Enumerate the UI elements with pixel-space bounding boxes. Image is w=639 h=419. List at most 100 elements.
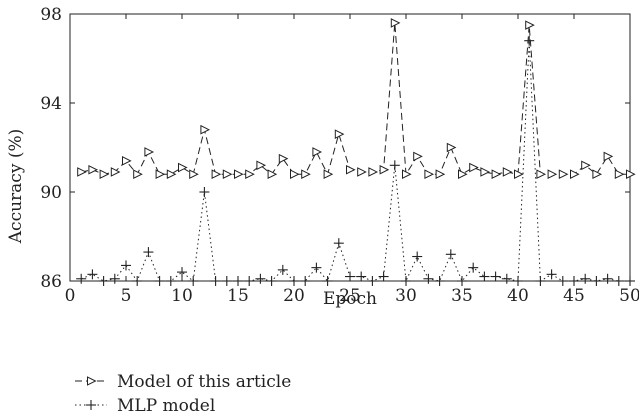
data-point	[132, 276, 143, 286]
data-point	[234, 169, 244, 180]
data-point	[267, 169, 278, 180]
data-point	[277, 264, 288, 275]
data-point	[367, 276, 378, 286]
x-tick-label: 35	[451, 286, 473, 306]
data-point	[390, 18, 401, 28]
data-point	[121, 260, 131, 271]
data-point	[558, 169, 569, 180]
data-point	[255, 273, 266, 284]
x-axis-title: Epoch	[323, 289, 377, 309]
data-point	[76, 273, 87, 284]
data-point	[210, 276, 221, 286]
data-point	[468, 262, 479, 273]
data-point	[98, 276, 109, 286]
data-point	[368, 167, 379, 177]
data-point	[535, 276, 546, 286]
data-point	[289, 276, 299, 286]
legend-entry: MLP model	[75, 396, 215, 416]
data-point	[490, 271, 501, 282]
x-tick-label: 20	[283, 286, 305, 306]
plot-area: 0 5 10 15 20 25 30 35 40 45 50 86 90 94 98	[40, 5, 639, 306]
data-point	[546, 269, 557, 280]
data-point	[457, 276, 467, 286]
data-point	[345, 271, 355, 282]
data-point	[357, 167, 367, 177]
data-point	[109, 273, 120, 284]
data-point	[514, 169, 524, 180]
data-point	[557, 276, 568, 286]
data-point	[323, 169, 334, 180]
data-point	[524, 35, 535, 46]
data-point	[155, 169, 166, 180]
data-point	[513, 276, 523, 286]
legend: Model of this article MLP model	[75, 372, 291, 416]
data-point	[133, 169, 143, 180]
data-point	[581, 160, 591, 171]
series-mlp-model	[76, 35, 635, 286]
data-point	[491, 169, 502, 180]
data-point	[434, 276, 445, 286]
data-point	[378, 271, 389, 282]
data-point	[592, 169, 603, 180]
data-point	[311, 262, 322, 273]
data-point	[266, 276, 277, 286]
data-point	[77, 167, 87, 177]
data-point	[614, 169, 625, 180]
data-point	[401, 276, 411, 286]
data-point	[423, 273, 434, 284]
data-point	[122, 156, 132, 166]
data-point	[200, 124, 211, 135]
data-point	[625, 276, 635, 286]
data-point	[525, 20, 535, 30]
data-point	[222, 169, 233, 180]
x-tick-label: 30	[395, 286, 417, 306]
data-point	[188, 276, 199, 286]
data-point	[445, 249, 456, 260]
x-tick-label: 40	[507, 286, 529, 306]
data-point	[199, 187, 210, 197]
x-tick-label: 0	[65, 286, 76, 306]
data-point	[278, 153, 289, 164]
x-tick-label: 5	[121, 286, 132, 306]
series-line	[81, 40, 630, 283]
data-point	[424, 169, 435, 180]
legend-entry: Model of this article	[75, 372, 291, 392]
data-point	[245, 169, 255, 180]
data-point	[356, 271, 367, 282]
series-model-of-this-article	[77, 18, 636, 180]
data-point	[99, 169, 110, 180]
data-point	[389, 160, 400, 171]
data-point	[435, 169, 446, 180]
data-point	[626, 169, 636, 180]
legend-label: Model of this article	[117, 372, 291, 392]
data-point	[154, 276, 165, 286]
data-point	[613, 276, 624, 286]
data-point	[233, 276, 243, 286]
data-point	[591, 276, 602, 286]
data-point	[458, 169, 468, 180]
data-point	[602, 273, 613, 284]
y-tick-label: 98	[40, 5, 62, 25]
x-tick-label: 50	[619, 286, 639, 306]
data-point	[244, 276, 255, 286]
data-point	[479, 271, 490, 282]
data-point	[165, 276, 176, 286]
data-point	[88, 164, 99, 175]
data-point	[547, 169, 558, 180]
data-point	[603, 151, 614, 162]
data-point	[211, 169, 222, 180]
data-point	[300, 276, 311, 286]
data-point	[569, 276, 579, 286]
y-tick-label: 86	[40, 272, 62, 292]
legend-marker	[87, 376, 97, 386]
data-point	[290, 169, 300, 180]
x-tick-label: 10	[171, 286, 193, 306]
data-point	[502, 167, 513, 177]
data-point	[379, 164, 390, 175]
data-point	[178, 162, 188, 173]
data-point	[469, 162, 479, 173]
y-tick-label: 90	[40, 183, 62, 203]
data-point	[501, 273, 512, 284]
data-point	[110, 167, 121, 177]
